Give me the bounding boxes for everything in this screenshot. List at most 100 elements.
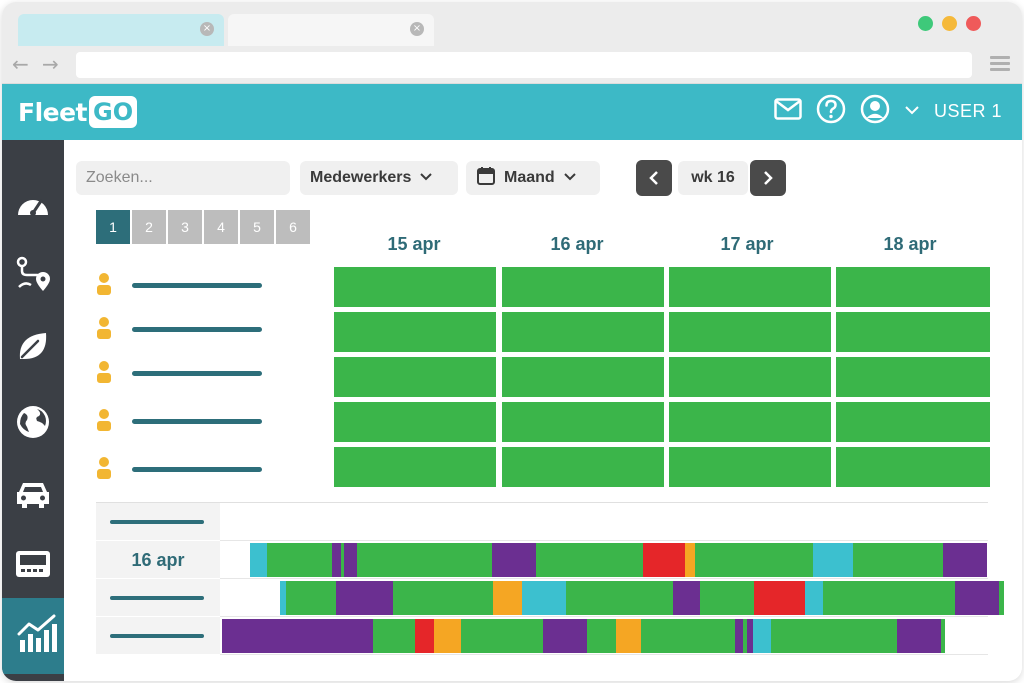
activity-segment[interactable] [643, 543, 685, 577]
activity-segment[interactable] [641, 619, 735, 653]
schedule-cell[interactable] [669, 312, 831, 352]
activity-segment[interactable] [823, 581, 955, 615]
schedule-cell[interactable] [334, 402, 496, 442]
employee-row[interactable] [96, 316, 262, 342]
activity-segment[interactable] [695, 543, 813, 577]
schedule-cell[interactable] [502, 357, 664, 397]
schedule-cell[interactable] [334, 447, 496, 487]
activity-segment[interactable] [999, 581, 1004, 615]
tab-close-icon[interactable]: × [410, 22, 424, 36]
activity-segment[interactable] [771, 619, 897, 653]
schedule-cell[interactable] [502, 312, 664, 352]
activity-segment[interactable] [332, 543, 341, 577]
page-2-button[interactable]: 2 [132, 210, 166, 244]
page-3-button[interactable]: 3 [168, 210, 202, 244]
employee-row[interactable] [96, 360, 262, 386]
sidebar-item-vehicles[interactable] [2, 468, 64, 524]
browser-tab[interactable]: × [228, 14, 434, 46]
activity-segment[interactable] [587, 619, 616, 653]
sidebar-item-routes[interactable] [2, 248, 64, 304]
activity-segment[interactable] [754, 581, 805, 615]
forward-arrow-icon[interactable]: → [42, 52, 59, 76]
activity-segment[interactable] [673, 581, 700, 615]
activity-segment[interactable] [897, 619, 941, 653]
activity-segment[interactable] [743, 619, 747, 653]
hamburger-menu-icon[interactable] [990, 56, 1010, 72]
activity-segment[interactable] [616, 619, 641, 653]
page-1-button[interactable]: 1 [96, 210, 130, 244]
activity-segment[interactable] [700, 581, 754, 615]
sidebar-item-eco[interactable] [2, 320, 64, 376]
activity-segment[interactable] [747, 619, 753, 653]
user-avatar-icon[interactable] [860, 94, 890, 129]
activity-segment[interactable] [941, 619, 945, 653]
schedule-cell[interactable] [836, 312, 990, 352]
search-input[interactable]: Zoeken... [76, 161, 290, 195]
help-icon[interactable] [816, 94, 846, 129]
activity-segment[interactable] [685, 543, 695, 577]
activity-segment[interactable] [735, 619, 743, 653]
sidebar-item-devices[interactable] [2, 538, 64, 594]
activity-segment[interactable] [250, 543, 267, 577]
activity-segment[interactable] [344, 543, 357, 577]
schedule-cell[interactable] [836, 402, 990, 442]
sidebar-item-dashboard[interactable] [2, 178, 64, 234]
mail-icon[interactable] [774, 98, 802, 125]
user-menu-label[interactable]: USER 1 [933, 101, 1002, 121]
activity-segment[interactable] [393, 581, 493, 615]
activity-segment[interactable] [522, 581, 566, 615]
schedule-cell[interactable] [669, 267, 831, 307]
fleetgo-logo[interactable]: Fleet GO [18, 92, 138, 132]
period-dropdown[interactable]: Maand [466, 161, 600, 195]
employees-dropdown[interactable]: Medewerkers [300, 161, 458, 195]
close-dot[interactable] [966, 16, 981, 31]
previous-week-button[interactable] [636, 160, 672, 196]
schedule-cell[interactable] [502, 402, 664, 442]
sidebar-item-map[interactable] [2, 396, 64, 452]
activity-segment[interactable] [267, 543, 332, 577]
schedule-cell[interactable] [836, 267, 990, 307]
activity-segment[interactable] [566, 581, 673, 615]
schedule-cell[interactable] [669, 357, 831, 397]
activity-segment[interactable] [536, 543, 643, 577]
activity-segment[interactable] [853, 543, 943, 577]
back-arrow-icon[interactable]: ← [12, 52, 29, 76]
employee-row[interactable] [96, 408, 262, 434]
activity-segment[interactable] [434, 619, 461, 653]
activity-segment[interactable] [805, 581, 823, 615]
schedule-cell[interactable] [836, 447, 990, 487]
activity-segment[interactable] [280, 581, 286, 615]
activity-segment[interactable] [461, 619, 543, 653]
page-6-button[interactable]: 6 [276, 210, 310, 244]
activity-segment[interactable] [286, 581, 336, 615]
browser-tab-active[interactable]: × [18, 14, 224, 46]
schedule-cell[interactable] [836, 357, 990, 397]
page-5-button[interactable]: 5 [240, 210, 274, 244]
activity-segment[interactable] [336, 581, 393, 615]
activity-segment[interactable] [415, 619, 434, 653]
address-bar[interactable] [76, 52, 972, 78]
next-week-button[interactable] [750, 160, 786, 196]
activity-segment[interactable] [341, 543, 344, 577]
tab-close-icon[interactable]: × [200, 22, 214, 36]
activity-segment[interactable] [222, 619, 373, 653]
minimize-dot[interactable] [942, 16, 957, 31]
activity-segment[interactable] [943, 543, 987, 577]
schedule-cell[interactable] [334, 267, 496, 307]
maximize-dot[interactable] [918, 16, 933, 31]
schedule-cell[interactable] [502, 447, 664, 487]
activity-segment[interactable] [955, 581, 999, 615]
activity-segment[interactable] [543, 619, 587, 653]
activity-segment[interactable] [492, 543, 536, 577]
page-4-button[interactable]: 4 [204, 210, 238, 244]
employee-row[interactable] [96, 456, 262, 482]
activity-segment[interactable] [813, 543, 853, 577]
schedule-cell[interactable] [502, 267, 664, 307]
chevron-down-icon[interactable] [904, 103, 920, 121]
employee-row[interactable] [96, 272, 262, 298]
schedule-cell[interactable] [669, 447, 831, 487]
schedule-cell[interactable] [669, 402, 831, 442]
schedule-cell[interactable] [334, 312, 496, 352]
schedule-cell[interactable] [334, 357, 496, 397]
activity-segment[interactable] [357, 543, 492, 577]
